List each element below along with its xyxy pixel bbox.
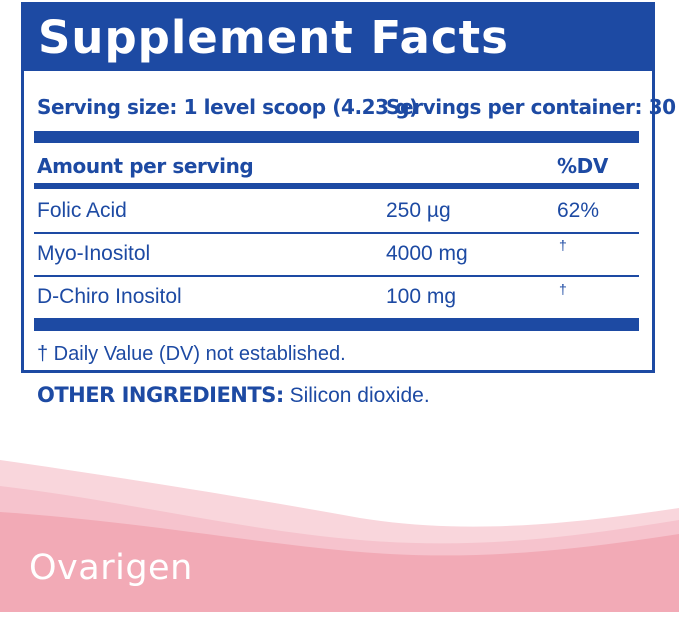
row-divider	[34, 232, 639, 234]
decorative-wave-banner	[0, 430, 679, 612]
wave-graphic	[0, 460, 679, 612]
serving-size: Serving size: 1 level scoop (4.23 g)	[37, 95, 418, 119]
divider-thick-bottom	[34, 318, 639, 331]
ingredient-name: Folic Acid	[37, 199, 127, 222]
divider-thick	[34, 131, 639, 143]
supplement-facts-panel: Supplement Facts Serving size: 1 level s…	[21, 2, 676, 373]
other-ingredients-label: OTHER INGREDIENTS:	[37, 383, 284, 407]
ingredient-amount: 4000 mg	[386, 242, 468, 265]
ingredient-dv: †	[559, 281, 567, 297]
amount-per-serving-header: Amount per serving	[37, 154, 254, 178]
other-ingredients-value: Silicon dioxide.	[283, 384, 430, 407]
ingredient-name: Myo-Inositol	[37, 242, 151, 265]
ingredient-amount: 250 µg	[386, 199, 451, 222]
ingredient-dv: †	[559, 237, 567, 253]
footnote: † Daily Value (DV) not established.	[37, 343, 346, 365]
ingredient-name: D-Chiro Inositol	[37, 285, 182, 308]
divider-medium	[34, 183, 639, 189]
ingredient-dv: 62%	[557, 199, 600, 222]
dv-header: %DV	[557, 154, 608, 178]
brand-name: Ovarigen	[29, 548, 193, 588]
servings-per-container: Servings per container: 30	[386, 95, 676, 119]
ingredient-amount: 100 mg	[386, 285, 457, 308]
panel-title: Supplement Facts	[24, 5, 652, 71]
row-divider	[34, 275, 639, 277]
other-ingredients: OTHER INGREDIENTS: Silicon dioxide.	[37, 383, 430, 408]
